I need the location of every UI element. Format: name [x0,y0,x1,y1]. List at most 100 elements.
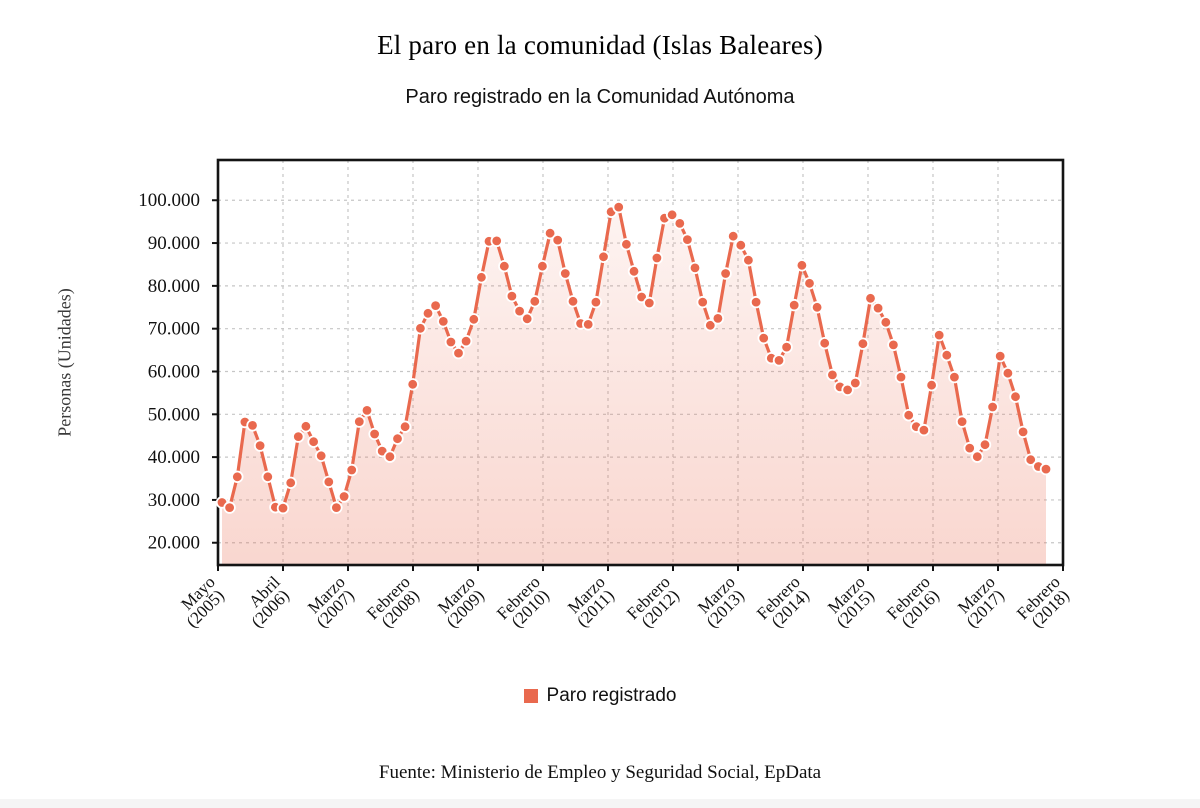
data-point[interactable] [749,295,763,309]
data-point[interactable] [459,334,473,348]
data-point[interactable] [719,267,732,280]
data-point[interactable] [597,250,610,263]
data-point[interactable] [521,312,534,326]
data-point[interactable] [727,229,740,243]
data-point[interactable] [681,233,694,246]
data-point[interactable] [688,261,702,275]
data-point[interactable] [925,379,938,392]
x-tick-label: Marzo(2011) [564,572,618,630]
data-point[interactable] [421,307,435,320]
data-point[interactable] [444,335,458,349]
data-point[interactable] [917,423,931,437]
data-point[interactable] [627,265,641,278]
data-point[interactable] [223,501,236,514]
data-point[interactable] [711,312,725,325]
data-point[interactable] [231,470,244,484]
data-point[interactable] [971,450,984,463]
data-point[interactable] [940,349,954,362]
data-point[interactable] [818,337,831,350]
legend[interactable]: Paro registrado [0,685,1200,707]
data-point[interactable] [788,298,801,312]
data-point[interactable] [1039,462,1053,476]
data-point[interactable] [391,432,404,445]
data-point[interactable] [1024,453,1037,466]
data-point[interactable] [383,450,397,463]
data-point[interactable] [315,449,328,463]
data-point[interactable] [414,322,427,335]
data-point[interactable] [276,501,290,515]
data-point[interactable] [536,260,549,273]
data-point[interactable] [704,319,717,332]
data-point[interactable] [849,376,862,390]
data-point[interactable] [246,419,259,432]
data-point[interactable] [452,346,465,360]
data-point[interactable] [261,470,275,484]
data-point[interactable] [978,438,992,451]
data-point[interactable] [986,400,999,414]
data-point[interactable] [696,295,709,309]
data-point[interactable] [505,289,519,303]
data-point[interactable] [994,349,1007,363]
data-point[interactable] [498,260,511,273]
data-point[interactable] [757,331,770,345]
data-point[interactable] [841,383,854,397]
data-point[interactable] [1016,425,1030,439]
data-point[interactable] [810,301,824,314]
data-point[interactable] [337,490,351,503]
data-point[interactable] [780,340,793,354]
data-point[interactable] [803,277,816,290]
data-point[interactable] [307,435,320,448]
data-point[interactable] [292,430,305,443]
data-point[interactable] [429,299,442,312]
data-point[interactable] [360,404,374,417]
data-point[interactable] [368,427,381,441]
data-point[interactable] [1009,390,1022,403]
data-point[interactable] [284,476,297,490]
data-point[interactable] [734,238,748,252]
data-point[interactable] [742,254,755,267]
data-point[interactable] [330,501,343,514]
data-point[interactable] [795,259,809,272]
data-point[interactable] [322,475,336,489]
data-point[interactable] [643,296,656,310]
data-point[interactable] [253,439,267,452]
data-point[interactable] [650,251,664,265]
data-point[interactable] [513,304,526,318]
data-point[interactable] [673,217,687,230]
data-point[interactable] [589,295,603,309]
data-point[interactable] [612,200,625,214]
data-point[interactable] [528,295,542,308]
y-tick-label: 40.000 [148,447,200,468]
data-point[interactable] [543,226,557,240]
data-point[interactable] [826,368,839,382]
data-point[interactable] [345,463,358,477]
data-point[interactable] [902,409,915,422]
data-point[interactable] [551,233,564,247]
data-point[interactable] [879,316,893,329]
data-point[interactable] [887,338,900,352]
data-point[interactable] [948,370,961,384]
data-point[interactable] [620,238,633,251]
data-point[interactable] [963,441,976,455]
data-point[interactable] [894,370,908,384]
data-point[interactable] [353,415,366,428]
data-point[interactable] [398,420,412,433]
data-point[interactable] [437,315,450,328]
data-point[interactable] [475,271,488,284]
data-point[interactable] [665,208,679,222]
data-point[interactable] [864,292,877,305]
data-point[interactable] [871,301,885,315]
data-point[interactable] [582,318,595,331]
data-point[interactable] [566,295,580,308]
data-point[interactable] [406,378,419,391]
data-point[interactable] [559,267,572,280]
data-point[interactable] [1001,367,1015,380]
data-point[interactable] [299,420,313,433]
data-point[interactable] [772,354,786,367]
data-point[interactable] [490,234,503,248]
data-point[interactable] [933,328,946,342]
data-point[interactable] [856,337,870,350]
data-point[interactable] [955,415,969,428]
data-point[interactable] [467,313,481,326]
